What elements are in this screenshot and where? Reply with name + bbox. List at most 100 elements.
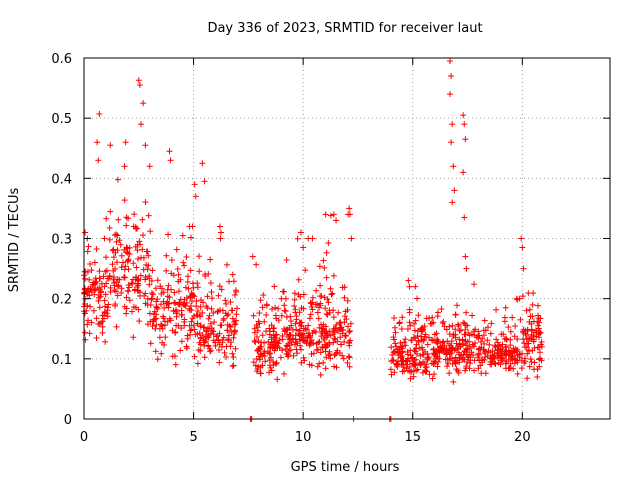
data-point [292, 320, 299, 327]
data-point [337, 334, 344, 341]
data-point [331, 363, 338, 370]
data-point [536, 328, 543, 335]
data-point [312, 329, 319, 336]
data-point [82, 336, 89, 343]
data-point [308, 350, 315, 357]
data-point [286, 336, 293, 343]
data-point [513, 295, 520, 302]
data-point [412, 348, 419, 355]
data-point [133, 264, 140, 271]
y-tick-label: 0.1 [51, 353, 72, 368]
data-point [232, 345, 239, 352]
data-point [121, 197, 128, 204]
data-point [520, 336, 527, 343]
data-point [255, 338, 262, 345]
data-point [462, 367, 469, 374]
data-point [462, 253, 469, 260]
data-point [391, 336, 398, 343]
data-point [487, 330, 494, 337]
data-point [98, 319, 105, 326]
data-point [137, 121, 144, 128]
data-point [291, 290, 298, 297]
data-point [143, 248, 150, 255]
data-point [101, 235, 108, 242]
data-point [294, 350, 301, 357]
data-point [411, 357, 418, 364]
data-point [295, 291, 302, 298]
data-point [253, 261, 260, 268]
data-point [194, 360, 201, 367]
data-point [407, 322, 414, 329]
data-point [434, 336, 441, 343]
data-point [96, 304, 103, 311]
data-point [346, 340, 353, 347]
data-point [262, 358, 269, 365]
data-point [286, 325, 293, 332]
data-point [177, 276, 184, 283]
data-point [202, 338, 209, 345]
data-point [270, 325, 277, 332]
data-point [197, 335, 204, 342]
data-point [501, 314, 508, 321]
data-point [191, 353, 198, 360]
data-point [219, 339, 226, 346]
data-point [208, 305, 215, 312]
data-point [300, 334, 307, 341]
data-point [300, 354, 307, 361]
data-point [181, 302, 188, 309]
data-point [495, 352, 502, 359]
data-point [110, 254, 117, 261]
data-point [187, 234, 194, 241]
data-point [418, 325, 425, 332]
data-point [223, 261, 230, 268]
data-point [270, 339, 277, 346]
data-point [321, 329, 328, 336]
data-point [145, 212, 152, 219]
data-point [309, 306, 316, 313]
data-point [81, 329, 88, 336]
data-point [317, 349, 324, 356]
data-point [253, 321, 260, 328]
data-point [135, 282, 142, 289]
data-point [524, 375, 531, 382]
data-point [287, 347, 294, 354]
data-point [459, 336, 466, 343]
data-point [411, 327, 418, 334]
data-point [517, 316, 524, 323]
data-point [153, 298, 160, 305]
data-point [292, 306, 299, 313]
data-point [435, 358, 442, 365]
data-point [346, 205, 353, 212]
data-point [455, 349, 462, 356]
data-point [173, 308, 180, 315]
data-point [529, 313, 536, 320]
data-point [207, 347, 214, 354]
data-point [518, 235, 525, 242]
data-point [304, 334, 311, 341]
data-point [260, 350, 267, 357]
data-point [479, 335, 486, 342]
data-point [535, 325, 542, 332]
data-point [124, 287, 131, 294]
data-point [117, 241, 124, 248]
data-point [261, 318, 268, 325]
data-point [163, 300, 170, 307]
data-point [140, 100, 147, 107]
data-point [229, 363, 236, 370]
data-point [129, 280, 136, 287]
data-point [86, 330, 93, 337]
data-point [151, 308, 158, 315]
data-point [398, 344, 405, 351]
data-point [99, 329, 106, 336]
data-point [472, 326, 479, 333]
data-point [399, 368, 406, 375]
data-point [145, 262, 152, 269]
data-point [344, 359, 351, 366]
data-point [471, 367, 478, 374]
data-point [140, 266, 147, 273]
data-point [268, 334, 275, 341]
data-point [263, 311, 270, 318]
data-point [415, 312, 422, 319]
data-point [159, 339, 166, 346]
data-point [514, 370, 521, 377]
